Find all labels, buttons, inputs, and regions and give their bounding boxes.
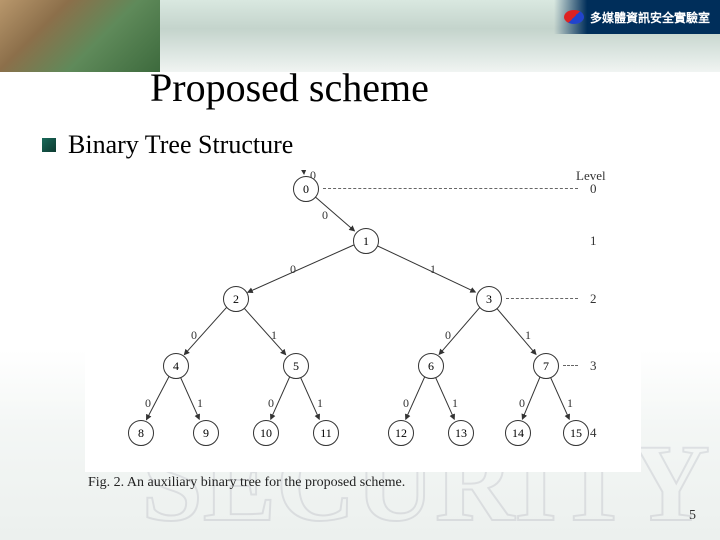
edge-label: 1 [317, 396, 323, 411]
edge-label: 0 [268, 396, 274, 411]
tree-node: 1 [353, 228, 379, 254]
edge-label: 1 [567, 396, 573, 411]
tree-edge [314, 196, 354, 231]
level-label: 0 [590, 181, 597, 197]
lab-logo-text: 多媒體資訊安全實驗室 [590, 9, 710, 26]
tree-node: 0 [293, 176, 319, 202]
bullet-text: Binary Tree Structure [68, 130, 293, 160]
bullet-row: Binary Tree Structure [42, 130, 293, 160]
page-number: 5 [689, 508, 696, 524]
edge-label: 0 [290, 262, 296, 277]
edge-label: 1 [452, 396, 458, 411]
tree-node: 5 [283, 353, 309, 379]
tree-node: 12 [388, 420, 414, 446]
tree-node: 2 [223, 286, 249, 312]
level-guide-line [506, 298, 578, 299]
tree-node: 13 [448, 420, 474, 446]
lab-logo-icon [564, 10, 584, 24]
edge-label: 0 [519, 396, 525, 411]
tree-node: 9 [193, 420, 219, 446]
tree-edge [522, 376, 540, 419]
edge-label: 0 [191, 328, 197, 343]
level-label: 1 [590, 233, 597, 249]
lab-logo-band: 多媒體資訊安全實驗室 [554, 0, 720, 34]
edge-label: 1 [271, 328, 277, 343]
header-photo [0, 0, 160, 72]
tree-node: 15 [563, 420, 589, 446]
edge-label: 0 [445, 328, 451, 343]
level-label: 4 [590, 425, 597, 441]
tree-node: 6 [418, 353, 444, 379]
level-guide-line [563, 365, 578, 366]
tree-node: 8 [128, 420, 154, 446]
level-guide-line [323, 188, 578, 189]
binary-tree-diagram: 00101010101010100123456789101112131415Le… [85, 170, 641, 472]
tree-node: 4 [163, 353, 189, 379]
edge-label: 0 [145, 396, 151, 411]
tree-node: 11 [313, 420, 339, 446]
tree-edge [243, 307, 286, 355]
edge-label: 1 [525, 328, 531, 343]
bullet-icon [42, 138, 56, 152]
slide: 多媒體資訊安全實驗室 Proposed scheme Binary Tree S… [0, 0, 720, 540]
edge-label: 0 [403, 396, 409, 411]
tree-node: 14 [505, 420, 531, 446]
level-label: 3 [590, 358, 597, 374]
slide-title: Proposed scheme [150, 64, 429, 111]
figure-caption: Fig. 2. An auxiliary binary tree for the… [88, 475, 405, 491]
edge-label: 1 [430, 262, 436, 277]
tree-edge [376, 245, 475, 292]
level-label: 2 [590, 291, 597, 307]
edge-label: 0 [322, 208, 328, 223]
edge-label: 1 [197, 396, 203, 411]
tree-node: 10 [253, 420, 279, 446]
tree-edge [248, 245, 354, 292]
tree-node: 7 [533, 353, 559, 379]
tree-edges [85, 170, 641, 472]
tree-node: 3 [476, 286, 502, 312]
